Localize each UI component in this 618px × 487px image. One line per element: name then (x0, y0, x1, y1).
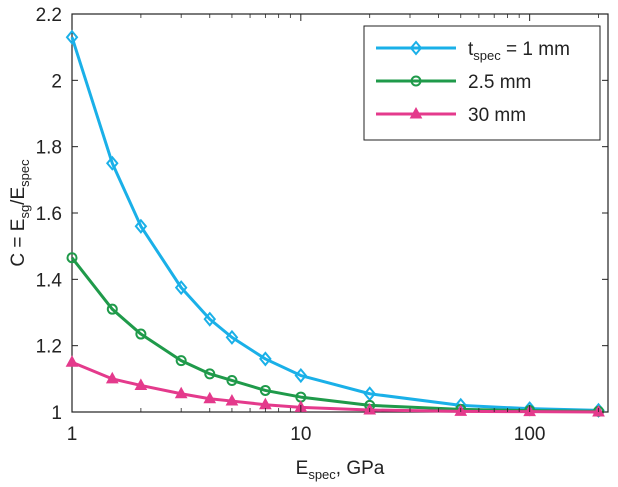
y-tick-label: 1.6 (36, 204, 62, 225)
y-axis-label: C = Esg/Espec (8, 159, 32, 267)
legend: tspec = 1 mm 2.5 mm 30 mm (363, 25, 601, 141)
data-point (105, 155, 119, 171)
data-point (65, 29, 79, 45)
x-tick-label: 1 (67, 424, 78, 445)
data-point (363, 386, 377, 402)
data-point (259, 351, 272, 367)
legend-marker (409, 40, 423, 56)
legend-entry-3: 30 mm (376, 105, 526, 126)
data-point (225, 394, 239, 406)
series-line (71, 360, 599, 414)
data-point (65, 355, 79, 367)
legend-label: 2.5 mm (468, 72, 531, 93)
y-tick-label: 1.8 (36, 138, 62, 159)
y-tick-label: 2 (51, 71, 62, 92)
data-point (259, 384, 271, 396)
series-1 (65, 29, 605, 418)
y-axis-label-sub1: sg (17, 205, 32, 219)
y-axis-label-sub2: spec (17, 159, 32, 187)
series-3 (65, 355, 605, 417)
data-point (294, 367, 308, 384)
data-point (203, 311, 217, 327)
y-tick-label: 1.4 (36, 270, 63, 291)
y-axis-label-part1: C = E (8, 219, 29, 267)
legend-entry-1: tspec = 1 mm (376, 39, 570, 63)
x-axis-label-sub: spec (308, 467, 336, 482)
y-tick-label: 1.2 (36, 337, 62, 358)
x-axis-label-rest: , GPa (336, 458, 385, 479)
data-point (174, 386, 188, 399)
legend-marker (410, 75, 422, 87)
x-axis-label: Espec, GPa (296, 458, 385, 482)
data-point (174, 280, 188, 296)
data-point (105, 371, 119, 384)
y-tick-label: 2.2 (36, 5, 62, 26)
data-point (204, 368, 216, 380)
y-axis-label-part2: /E (8, 187, 29, 205)
data-point (134, 378, 148, 390)
legend-label-rest: = 1 mm (501, 39, 570, 60)
legend-label-main: t (468, 39, 474, 60)
data-point (134, 218, 148, 234)
axes-layer: 1 1.2 1.4 1.6 1.8 2 2.2 1 10 100 (36, 5, 608, 445)
series-line (70, 256, 599, 413)
data-point (135, 328, 147, 340)
data-point (66, 252, 78, 264)
y-tick-label: 1 (51, 403, 62, 424)
data-point (175, 355, 187, 367)
legend-label: 30 mm (468, 105, 526, 126)
data-point (203, 391, 217, 404)
data-point (106, 303, 118, 315)
x-tick-label: 10 (290, 424, 311, 445)
legend-label-sub: spec (473, 48, 501, 63)
series-layer (65, 29, 605, 418)
legend-box (363, 25, 601, 141)
legend-marker (409, 106, 423, 119)
x-tick-label: 100 (514, 424, 546, 445)
data-point (226, 374, 238, 386)
legend-label: tspec = 1 mm (468, 39, 570, 63)
x-axis-label-main: E (296, 458, 309, 479)
series-line (70, 36, 599, 412)
data-point (225, 329, 239, 345)
legend-entry-2: 2.5 mm (376, 72, 531, 93)
